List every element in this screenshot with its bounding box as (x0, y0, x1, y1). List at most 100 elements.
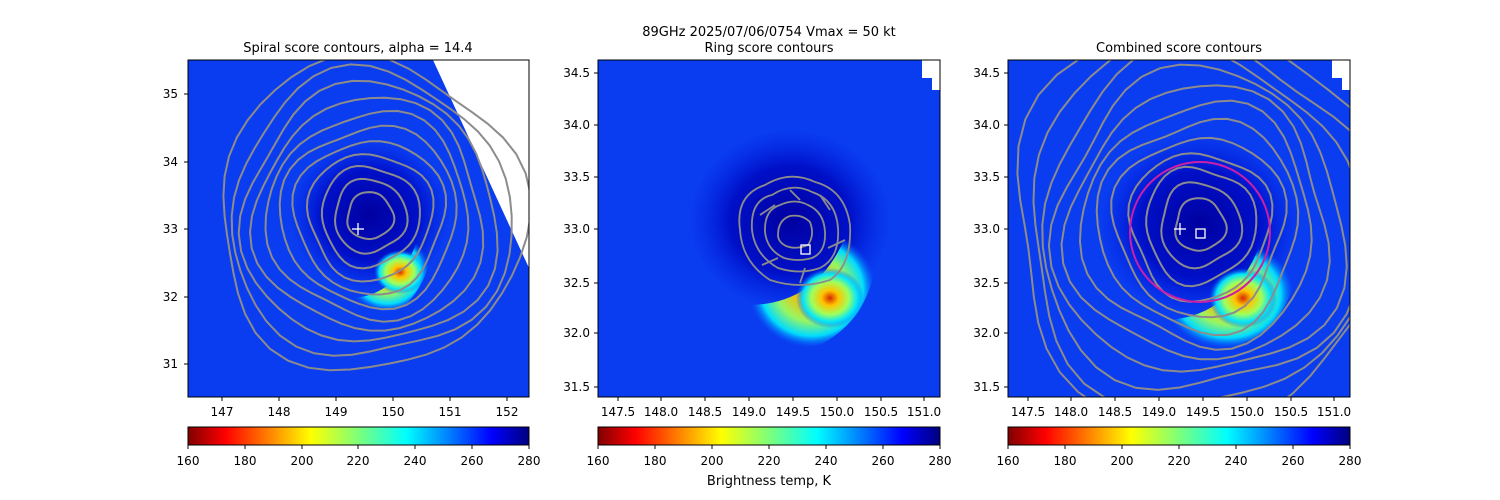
x-tick: 149 (325, 397, 348, 419)
y-tick: 32.0 (563, 326, 598, 340)
tick-label: 149 (325, 405, 348, 419)
contour-level (346, 191, 396, 241)
tick-label: 32.0 (973, 326, 1000, 340)
tick-label: 147.5 (1011, 405, 1045, 419)
colorbar-tick-label: 220 (758, 454, 781, 468)
y-tick: 33.0 (973, 222, 1008, 236)
tick-label: 31 (163, 357, 178, 371)
colorbar-tick-label: 280 (518, 454, 541, 468)
tick-label: 149.0 (1142, 405, 1176, 419)
tick-label: 150.5 (864, 405, 898, 419)
contour-level (278, 124, 458, 311)
x-tick: 147.5 (601, 397, 635, 419)
x-tick: 150.0 (1230, 397, 1264, 419)
colorbar-tick-label: 200 (701, 454, 724, 468)
cross-marker (352, 223, 364, 235)
y-tick: 34.5 (973, 66, 1008, 80)
y-tick: 31.5 (973, 380, 1008, 394)
contour-level (1095, 117, 1300, 337)
tick-label: 149.5 (776, 405, 810, 419)
x-tick: 152 (496, 397, 518, 419)
colorbar-tick-label: 180 (644, 454, 667, 468)
tick-label: 33.5 (563, 170, 590, 184)
tick-label: 34.5 (563, 66, 590, 80)
contour-level (1041, 60, 1350, 391)
x-axis: 147.5 148.0 148.5 149.0 149.5 150.0 150.… (1011, 397, 1351, 419)
x-tick: 151.0 (1317, 397, 1351, 419)
y-tick: 32.0 (973, 326, 1008, 340)
heatmap-field (598, 60, 940, 397)
colorbar-tick-label: 280 (929, 454, 952, 468)
x-tick: 149.0 (732, 397, 766, 419)
contour-level (1160, 181, 1244, 270)
y-tick: 35 (163, 87, 188, 101)
contour-level (291, 140, 448, 296)
contour-level (1078, 99, 1313, 351)
contour-level (305, 153, 435, 283)
colorbar-tick-label: 260 (872, 454, 895, 468)
contour-level (320, 164, 421, 270)
tick-label: 148.0 (1054, 405, 1088, 419)
x-tick: 148.0 (644, 397, 678, 419)
tick-label: 151.0 (907, 405, 941, 419)
colorbar-gradient (187, 426, 530, 446)
tick-label: 150.0 (1230, 405, 1264, 419)
colorbar-tick-label: 200 (1111, 454, 1134, 468)
colorbar-tick-label: 160 (997, 454, 1020, 468)
ring-circle (1129, 161, 1271, 303)
colorbar-tick-label: 240 (404, 454, 427, 468)
tick-label: 34.0 (973, 118, 1000, 132)
tick-label: 34 (163, 155, 178, 169)
contour-level (1016, 60, 1350, 397)
tick-label: 32 (163, 290, 178, 304)
tick-label: 151.0 (1317, 405, 1351, 419)
contour-level (333, 177, 409, 255)
y-axis: 31.5 32.0 32.5 33.0 33.5 34.0 34.5 (973, 66, 1008, 394)
tick-label: 33.0 (563, 222, 590, 236)
tick-label: 150.0 (820, 405, 854, 419)
tick-label: 33 (163, 222, 178, 236)
x-axis: 147 148 149 150 151 152 (211, 397, 518, 419)
colorbar-tick-label: 160 (587, 454, 610, 468)
colorbar-tick-label: 260 (461, 454, 484, 468)
colorbar-label: Brightness temp, K (707, 474, 832, 489)
contour-level (1145, 165, 1258, 288)
tick-label: 34.0 (563, 118, 590, 132)
colorbar-ticks: 160 180 200 220 240 260 280 (997, 445, 1362, 468)
x-tick: 149.0 (1142, 397, 1176, 419)
contour-level (1032, 60, 1350, 397)
tick-label: 149.0 (732, 405, 766, 419)
x-tick: 148 (268, 397, 291, 419)
spiral-contours (222, 60, 529, 372)
y-tick: 32 (163, 290, 188, 304)
panel-ring: Ring score contours 147.5 148.0 148.5 14… (563, 41, 951, 489)
contour-level (1110, 136, 1288, 319)
contour-level (1174, 197, 1228, 252)
tick-label: 151 (439, 405, 462, 419)
colorbar-ticks: 160 180 200 220 240 260 280 (177, 445, 541, 468)
x-tick: 148.5 (1098, 397, 1132, 419)
x-axis: 147.5 148.0 148.5 149.0 149.5 150.0 150.… (601, 397, 941, 419)
tick-label: 148 (268, 405, 291, 419)
tick-label: 148.0 (644, 405, 678, 419)
square-marker (800, 244, 811, 255)
contour-level (264, 109, 470, 323)
y-tick: 31 (163, 357, 188, 371)
contour-level (222, 60, 529, 372)
contour-level (248, 96, 485, 332)
y-tick: 33.5 (563, 170, 598, 184)
colorbar-tick-label: 280 (1339, 454, 1362, 468)
y-axis: 31.5 32.0 32.5 33.0 33.5 34.0 34.5 (563, 66, 598, 394)
tick-label: 147 (211, 405, 234, 419)
tick-label: 33.0 (973, 222, 1000, 236)
x-tick: 150 (382, 397, 404, 419)
colorbar-tick-label: 220 (1168, 454, 1191, 468)
tick-label: 148.5 (688, 405, 722, 419)
colorbar: 160 180 200 220 240 260 280 (177, 426, 541, 468)
x-tick: 150.5 (1274, 397, 1308, 419)
x-tick: 151 (439, 397, 462, 419)
colorbar-tick-label: 220 (347, 454, 370, 468)
colorbar-tick-label: 160 (177, 454, 200, 468)
colorbar-gradient (597, 426, 941, 446)
